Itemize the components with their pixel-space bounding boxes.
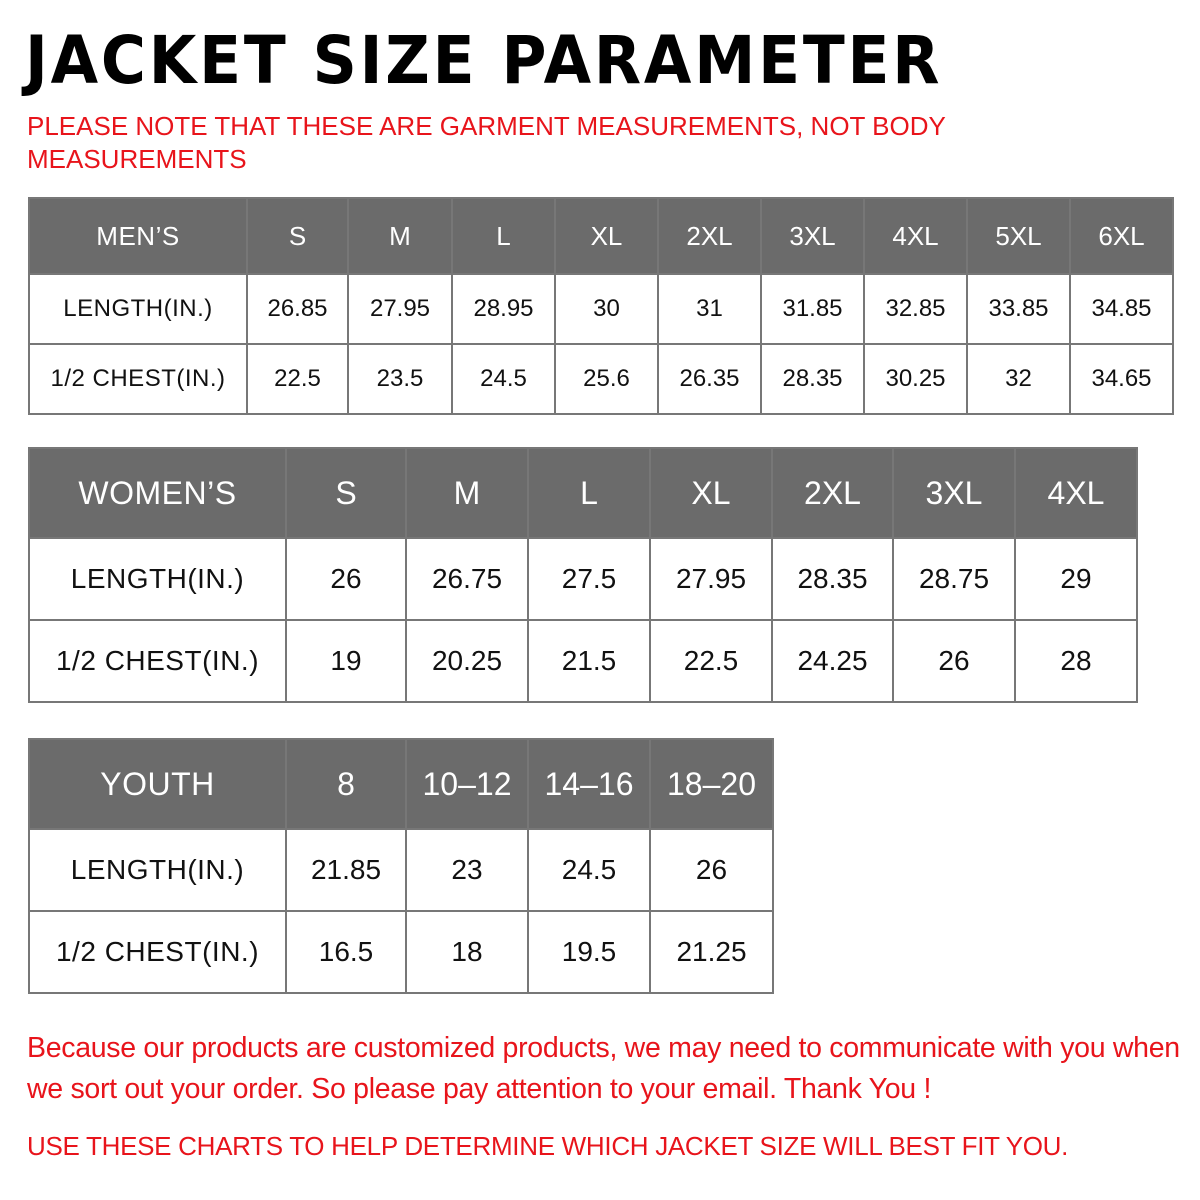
- size-header-cell: 4XL: [1014, 447, 1138, 539]
- womens-size-table: WOMEN’S S M L XL 2XL 3XL 4XL LENGTH(IN.) 26 26.75 2…: [28, 447, 1138, 703]
- measurement-cell: 20.25: [405, 619, 529, 703]
- measurement-note: PLEASE NOTE THAT THESE ARE GARMENT MEASU…: [27, 111, 946, 174]
- measurement-cell: 24.5: [451, 343, 556, 415]
- size-header-cell: L: [527, 447, 651, 539]
- measurement-cell: 19: [285, 619, 407, 703]
- measurement-cell: 31.85: [760, 273, 865, 345]
- measurement-cell: 21.5: [527, 619, 651, 703]
- measurement-cell: 33.85: [966, 273, 1071, 345]
- size-header-cell: 5XL: [966, 197, 1071, 275]
- size-header-cell: XL: [554, 197, 659, 275]
- table-title-cell: WOMEN’S: [28, 447, 287, 539]
- size-header-cell: 18–20: [649, 738, 774, 830]
- customization-notice: Because our products are customized prod…: [27, 1032, 1180, 1105]
- size-advice: USE THESE CHARTS TO HELP DETERMINE WHICH…: [27, 1131, 1069, 1161]
- measurement-cell: 28.95: [451, 273, 556, 345]
- measurement-cell: 30: [554, 273, 659, 345]
- measurement-cell: 23: [405, 828, 529, 912]
- measurement-cell: 27.95: [347, 273, 453, 345]
- measurement-cell: 26.35: [657, 343, 762, 415]
- row-label-cell: 1/2 CHEST(IN.): [28, 910, 287, 994]
- measurement-cell: 26: [649, 828, 774, 912]
- measurement-cell: 22.5: [649, 619, 773, 703]
- header-row: MEN’S S M L XL 2XL 3XL 4XL 5XL 6XL: [28, 197, 1174, 275]
- measurement-cell: 26.75: [405, 537, 529, 621]
- measurement-cell: 18: [405, 910, 529, 994]
- measurement-cell: 21.85: [285, 828, 407, 912]
- size-header-cell: M: [347, 197, 453, 275]
- measurement-cell: 29: [1014, 537, 1138, 621]
- measurement-cell: 26: [285, 537, 407, 621]
- size-header-cell: 2XL: [771, 447, 894, 539]
- row-label-cell: 1/2 CHEST(IN.): [28, 343, 248, 415]
- measurement-cell: 16.5: [285, 910, 407, 994]
- table-row: 1/2 CHEST(IN.) 22.5 23.5 24.5 25.6 26.35 28.35…: [28, 343, 1174, 415]
- size-header-cell: 8: [285, 738, 407, 830]
- table-row: LENGTH(IN.) 26 26.75 27.5 27.95 28.35 28.75 29: [28, 537, 1138, 621]
- measurement-cell: 22.5: [246, 343, 349, 415]
- header-row: YOUTH 8 10–12 14–16 18–20: [28, 738, 774, 830]
- size-header-cell: 4XL: [863, 197, 968, 275]
- measurement-cell: 28.35: [771, 537, 894, 621]
- measurement-cell: 32.85: [863, 273, 968, 345]
- size-header-cell: 3XL: [760, 197, 865, 275]
- measurement-cell: 28.75: [892, 537, 1016, 621]
- page-title: JACKET SIZE PARAMETER: [25, 22, 943, 99]
- mens-size-table: MEN’S S M L XL 2XL 3XL 4XL 5XL 6XL LENGTH(IN.) 26.8…: [28, 197, 1174, 415]
- measurement-cell: 30.25: [863, 343, 968, 415]
- size-header-cell: S: [285, 447, 407, 539]
- row-label-cell: LENGTH(IN.): [28, 828, 287, 912]
- table-row: 1/2 CHEST(IN.) 16.5 18 19.5 21.25: [28, 910, 774, 994]
- table-title-cell: MEN’S: [28, 197, 248, 275]
- measurement-cell: 32: [966, 343, 1071, 415]
- measurement-cell: 31: [657, 273, 762, 345]
- measurement-cell: 19.5: [527, 910, 651, 994]
- size-header-cell: 2XL: [657, 197, 762, 275]
- measurement-cell: 23.5: [347, 343, 453, 415]
- measurement-cell: 26.85: [246, 273, 349, 345]
- measurement-cell: 34.85: [1069, 273, 1174, 345]
- size-header-cell: XL: [649, 447, 773, 539]
- measurement-cell: 25.6: [554, 343, 659, 415]
- measurement-cell: 21.25: [649, 910, 774, 994]
- measurement-cell: 27.95: [649, 537, 773, 621]
- youth-size-table: YOUTH 8 10–12 14–16 18–20 LENGTH(IN.) 21.85 23 2…: [28, 738, 774, 994]
- header-row: WOMEN’S S M L XL 2XL 3XL 4XL: [28, 447, 1138, 539]
- size-header-cell: 14–16: [527, 738, 651, 830]
- table-title-cell: YOUTH: [28, 738, 287, 830]
- measurement-cell: 24.5: [527, 828, 651, 912]
- size-header-cell: 3XL: [892, 447, 1016, 539]
- row-label-cell: LENGTH(IN.): [28, 273, 248, 345]
- size-header-cell: 10–12: [405, 738, 529, 830]
- measurement-cell: 28: [1014, 619, 1138, 703]
- measurement-cell: 34.65: [1069, 343, 1174, 415]
- table-row: LENGTH(IN.) 26.85 27.95 28.95 30 31 31.85 32.85…: [28, 273, 1174, 345]
- size-header-cell: 6XL: [1069, 197, 1174, 275]
- measurement-cell: 28.35: [760, 343, 865, 415]
- table-row: 1/2 CHEST(IN.) 19 20.25 21.5 22.5 24.25 26 28: [28, 619, 1138, 703]
- size-header-cell: L: [451, 197, 556, 275]
- table-row: LENGTH(IN.) 21.85 23 24.5 26: [28, 828, 774, 912]
- row-label-cell: 1/2 CHEST(IN.): [28, 619, 287, 703]
- size-header-cell: S: [246, 197, 349, 275]
- measurement-cell: 24.25: [771, 619, 894, 703]
- size-header-cell: M: [405, 447, 529, 539]
- measurement-cell: 27.5: [527, 537, 651, 621]
- measurement-cell: 26: [892, 619, 1016, 703]
- row-label-cell: LENGTH(IN.): [28, 537, 287, 621]
